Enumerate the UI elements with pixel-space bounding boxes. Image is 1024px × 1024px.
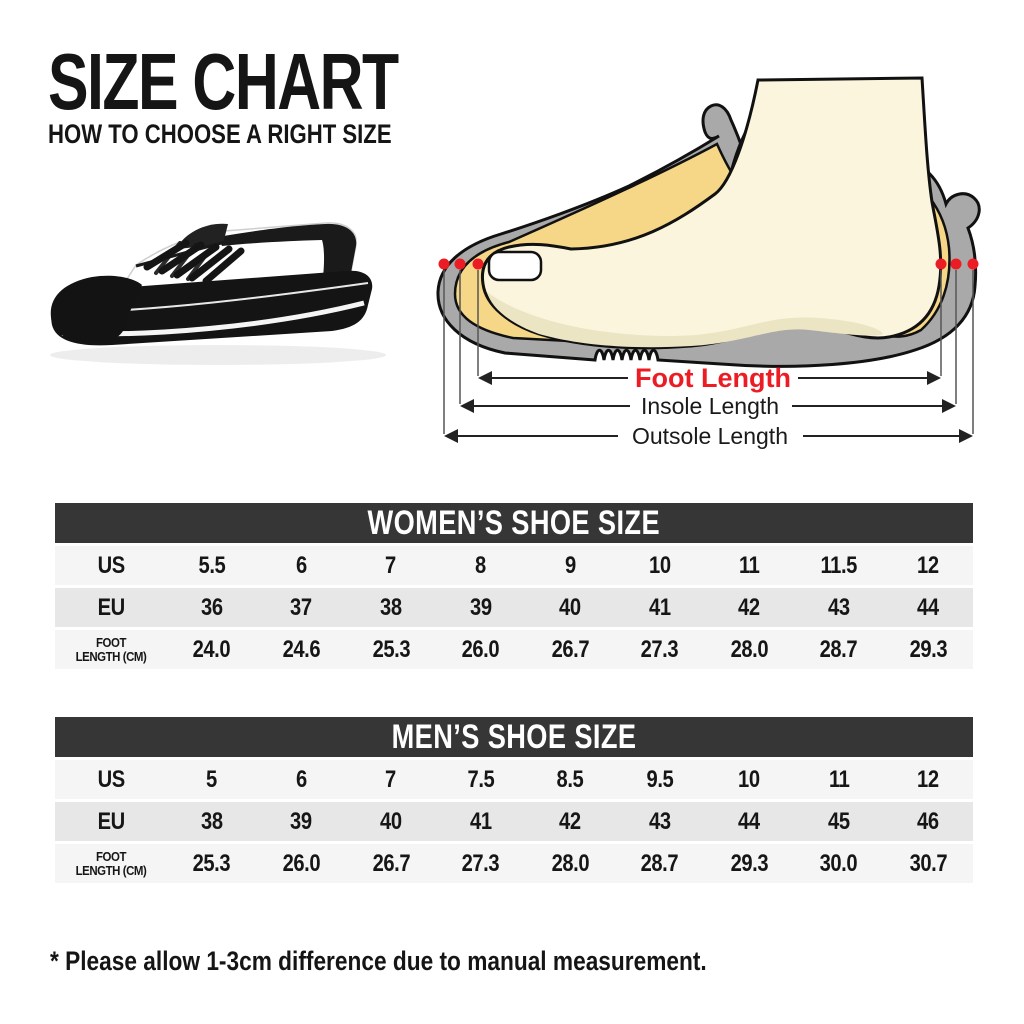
page-title: SIZE CHART — [48, 37, 399, 126]
measure-markers — [438, 258, 979, 270]
size-cell: 7.5 — [467, 765, 494, 793]
table-row: EU 38 39 40 41 42 43 44 45 46 — [55, 802, 973, 841]
size-cell: 45 — [827, 807, 850, 835]
row-label: EU — [97, 807, 125, 835]
size-cell: 41 — [648, 593, 671, 621]
footnote: * Please allow 1-3cm difference due to m… — [50, 946, 707, 976]
size-cell: 10 — [738, 765, 760, 793]
size-cell: 43 — [648, 807, 671, 835]
size-cell: 28.0 — [551, 849, 589, 877]
size-cell: 24.0 — [192, 635, 231, 663]
size-cell: 5.5 — [198, 551, 226, 579]
table-title: MEN’S SHOE SIZE — [391, 717, 637, 756]
size-cell: 42 — [559, 807, 581, 835]
outsole-length-label: Outsole Length — [632, 423, 788, 449]
size-cell: 28.7 — [819, 635, 858, 663]
size-cell: 28.0 — [730, 635, 768, 663]
size-cell: 26.0 — [461, 635, 500, 663]
men-size-table: MEN’S SHOE SIZE US 5 6 7 7.5 8.5 9.5 10 11 12 EU 38… — [55, 717, 973, 883]
size-cell: 25.3 — [192, 849, 231, 877]
size-cell: 38 — [380, 593, 402, 621]
size-cell: 41 — [469, 807, 492, 835]
size-cell: 29.3 — [909, 635, 948, 663]
size-cell: 43 — [827, 593, 850, 621]
row-label: FOOT LENGTH (CM) — [75, 634, 147, 664]
size-cell: 44 — [917, 593, 940, 621]
size-cell: 26.7 — [372, 849, 410, 877]
size-cell: 6 — [295, 765, 307, 793]
size-cell: 5 — [206, 765, 218, 793]
size-cell: 27.3 — [461, 849, 500, 877]
size-cell: 42 — [738, 593, 760, 621]
size-cell: 9.5 — [646, 765, 673, 793]
size-cell: 6 — [295, 551, 307, 579]
table-row: US 5 6 7 7.5 8.5 9.5 10 11 12 — [55, 760, 973, 799]
size-cell: 24.6 — [282, 635, 321, 663]
size-cell: 7 — [385, 551, 397, 579]
size-cell: 28.7 — [640, 849, 679, 877]
size-cell: 46 — [917, 807, 940, 835]
size-cell: 39 — [290, 807, 313, 835]
size-cell: 25.3 — [372, 635, 410, 663]
size-cell: 40 — [559, 593, 581, 621]
size-cell: 11 — [738, 551, 760, 579]
size-cell: 9 — [564, 551, 576, 579]
size-cell: 39 — [469, 593, 492, 621]
table-header: MEN’S SHOE SIZE — [55, 717, 973, 757]
size-cell: 7 — [385, 765, 397, 793]
table-header: WOMEN’S SHOE SIZE — [55, 503, 973, 543]
guide-lines — [443, 270, 974, 434]
dimension-insole-length — [460, 399, 956, 413]
row-label: EU — [97, 593, 125, 621]
sneaker-illustration — [50, 222, 373, 346]
toenail — [487, 250, 543, 282]
shoe-shadow — [50, 345, 386, 365]
table-row: EU 36 37 38 39 40 41 42 43 44 — [55, 588, 973, 627]
foot-sole-shading — [487, 292, 883, 348]
size-cell: 12 — [917, 551, 940, 579]
size-cell: 44 — [738, 807, 760, 835]
size-cell: 11 — [828, 765, 849, 793]
size-cell: 8 — [475, 551, 486, 579]
row-label: FOOT LENGTH (CM) — [75, 848, 147, 878]
row-label: US — [97, 765, 125, 793]
size-cell: 8.5 — [556, 765, 584, 793]
size-cell: 10 — [648, 551, 671, 579]
women-size-table: WOMEN’S SHOE SIZE US 5.5 6 7 8 9 10 11 11.5 12 EU 3… — [55, 503, 973, 669]
table-title: WOMEN’S SHOE SIZE — [367, 503, 661, 542]
table-row: FOOT LENGTH (CM) 25.3 26.0 26.7 27.3 28.0 28.7 2… — [55, 844, 973, 883]
size-cell: 27.3 — [640, 635, 679, 663]
table-row: US 5.5 6 7 8 9 10 11 11.5 12 — [55, 546, 973, 585]
page-subtitle: HOW TO CHOOSE A RIGHT SIZE — [48, 119, 392, 149]
dimension-outsole-length — [444, 429, 973, 443]
size-cell: 36 — [200, 593, 223, 621]
table-row: FOOT LENGTH (CM) 24.0 24.6 25.3 26.0 26.7 27.3 2… — [55, 630, 973, 669]
size-cell: 26.0 — [282, 849, 321, 877]
product-shoe-image — [50, 222, 386, 365]
size-cell: 38 — [200, 807, 223, 835]
size-cell: 26.7 — [551, 635, 589, 663]
foot-length-label: Foot Length — [635, 363, 791, 393]
size-cell: 11.5 — [820, 551, 857, 579]
row-label: US — [97, 551, 125, 579]
size-cell: 29.3 — [730, 849, 768, 877]
size-cell: 30.0 — [819, 849, 858, 877]
foot-measurement-diagram: Foot Length Insole Length Outsole Length — [436, 76, 981, 449]
insole-length-label: Insole Length — [641, 393, 779, 419]
dimension-foot-length — [478, 371, 941, 385]
size-cell: 40 — [380, 807, 402, 835]
size-cell: 12 — [917, 765, 940, 793]
size-cell: 37 — [290, 593, 313, 621]
size-cell: 30.7 — [909, 849, 948, 877]
